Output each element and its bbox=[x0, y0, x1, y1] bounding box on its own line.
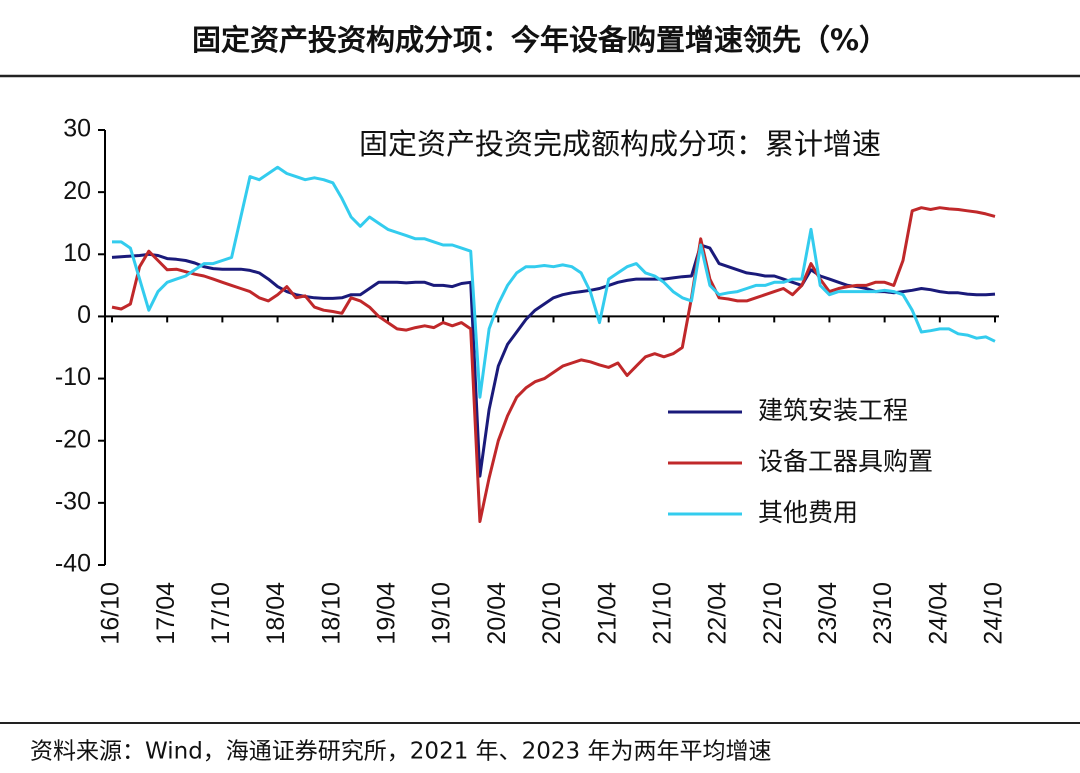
x-tick-label: 24/10 bbox=[980, 582, 1008, 645]
x-tick-label: 22/04 bbox=[704, 582, 732, 645]
y-tick-label: -30 bbox=[55, 487, 91, 515]
legend-label: 其他费用 bbox=[758, 498, 858, 527]
series-line bbox=[112, 165, 996, 399]
y-tick-label: -10 bbox=[55, 363, 91, 391]
y-tick-label: -40 bbox=[55, 550, 91, 578]
chart-title: 固定资产投资构成分项：今年设备购置增速领先（%） bbox=[192, 23, 888, 57]
y-tick-label: 30 bbox=[63, 115, 91, 143]
x-tick-label: 23/10 bbox=[869, 582, 897, 645]
x-tick-label: 19/10 bbox=[428, 582, 456, 645]
x-tick-label: 21/04 bbox=[593, 582, 621, 645]
x-tick-label: 17/10 bbox=[207, 582, 235, 645]
y-tick-label: 20 bbox=[63, 177, 91, 205]
x-tick-label: 16/10 bbox=[97, 582, 125, 645]
x-tick-label: 24/04 bbox=[924, 582, 952, 645]
series-line bbox=[111, 243, 996, 478]
x-tick-label: 18/04 bbox=[262, 582, 290, 645]
x-tick-label: 22/10 bbox=[759, 582, 787, 645]
x-tick-label: 23/04 bbox=[814, 582, 842, 645]
x-tick-label: 20/04 bbox=[483, 582, 511, 645]
source-note: 资料来源：Wind，海通证券研究所，2021 年、2023 年为两年平均增速 bbox=[30, 739, 772, 765]
y-tick-label: 10 bbox=[63, 239, 91, 267]
y-tick-label: 0 bbox=[77, 301, 91, 329]
x-tick-label: 20/10 bbox=[538, 582, 566, 645]
x-tick-label: 17/04 bbox=[152, 582, 180, 645]
y-tick-label: -20 bbox=[55, 425, 91, 453]
legend-label: 建筑安装工程 bbox=[758, 396, 908, 425]
x-tick-label: 21/10 bbox=[648, 582, 676, 645]
x-tick-label: 19/04 bbox=[373, 582, 401, 645]
chart-subtitle: 固定资产投资完成额构成分项：累计增速 bbox=[359, 127, 881, 161]
legend-label: 设备工器具购置 bbox=[758, 447, 933, 476]
x-tick-label: 18/10 bbox=[317, 582, 345, 645]
series-line bbox=[111, 206, 996, 523]
